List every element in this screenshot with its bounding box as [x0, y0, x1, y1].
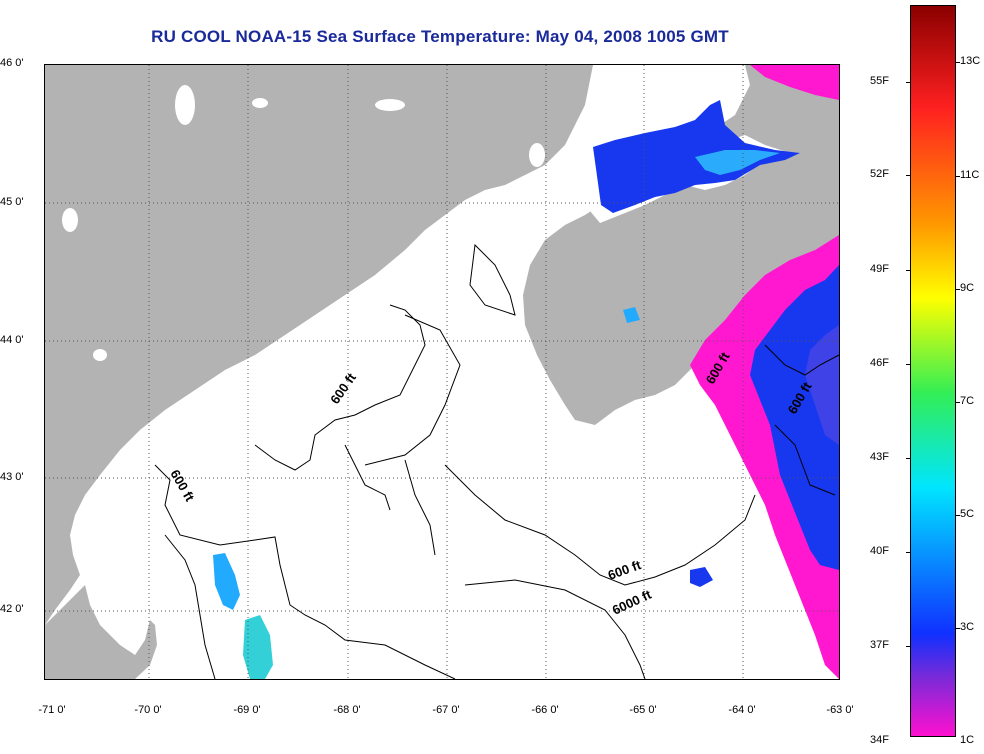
cb-tick [906, 364, 911, 365]
sst-map: 600 ft 600 ft 600 ft 6000 ft 600 ft 600 … [44, 64, 840, 680]
sst-georges-patch-2 [243, 615, 273, 679]
cb-tick [955, 628, 960, 629]
lon-tick-64: -64 0' [728, 704, 756, 716]
cb-tick [955, 62, 960, 63]
contour-label-6000ft: 6000 ft [610, 586, 654, 617]
colorbar-label-43f: 43F [870, 451, 889, 463]
lake-2 [252, 98, 268, 108]
colorbar-label-3c: 3C [960, 621, 975, 633]
lat-tick-44: 44 0' [0, 334, 24, 346]
lat-tick-46: 46 0' [0, 57, 24, 69]
contour-label-600ft-1: 600 ft [327, 370, 359, 407]
cb-tick [906, 175, 911, 176]
lon-tick-66: -66 0' [531, 704, 559, 716]
contour-label-600ft-3: 600 ft [606, 557, 644, 583]
map-title: RU COOL NOAA-15 Sea Surface Temperature:… [151, 27, 729, 46]
colorbar-label-37f: 37F [870, 639, 889, 651]
map-canvas: 600 ft 600 ft 600 ft 6000 ft 600 ft 600 … [45, 65, 839, 679]
cb-tick [955, 176, 960, 177]
sst-fundy-blue [593, 100, 800, 213]
colorbar-label-13c: 13C [960, 55, 981, 67]
lon-tick-68: -68 0' [333, 704, 361, 716]
colorbar-label-34f: 34F [870, 734, 889, 746]
colorbar-label-52f: 52F [870, 168, 889, 180]
colorbar-label-7c: 7C [960, 395, 975, 407]
land-new-england [45, 65, 593, 625]
cb-tick [906, 82, 911, 83]
lon-tick-71: -71 0' [38, 704, 66, 716]
lon-tick-67: -67 0' [432, 704, 460, 716]
cb-tick [906, 646, 911, 647]
colorbar-label-46f: 46F [870, 357, 889, 369]
colorbar-label-9c: 9C [960, 282, 975, 294]
lake-6 [529, 143, 545, 167]
sst-ne-magenta [750, 65, 839, 100]
lon-tick-69: -69 0' [233, 704, 261, 716]
temperature-colorbar [910, 5, 956, 737]
colorbar-label-55f: 55F [870, 75, 889, 87]
lake-3 [62, 208, 78, 232]
colorbar-label-5c: 5C [960, 508, 975, 520]
graticule [45, 65, 839, 679]
sst-patch-east [690, 567, 713, 587]
cb-tick [906, 270, 911, 271]
sst-georges-patch-1 [213, 553, 240, 610]
bathymetry-contours [154, 243, 839, 679]
cb-tick [906, 552, 911, 553]
lon-tick-65: -65 0' [629, 704, 657, 716]
lat-tick-43: 43 0' [0, 471, 24, 483]
lat-tick-42: 42 0' [0, 603, 24, 615]
sst-patch-east-2 [623, 307, 640, 323]
lat-tick-45: 45 0' [0, 196, 24, 208]
colorbar-label-11c: 11C [960, 169, 980, 181]
cb-tick [906, 458, 911, 459]
colorbar-label-40f: 40F [870, 545, 889, 557]
colorbar-label-1c: 1C [960, 734, 975, 746]
lake-5 [375, 99, 405, 111]
cb-tick [955, 289, 960, 290]
contour-label-600ft-2: 600 ft [167, 467, 197, 504]
colorbar-label-49f: 49F [870, 263, 889, 275]
sst-scotian-purple [805, 325, 839, 445]
sst-scotian-blue [750, 265, 839, 570]
sst-fundy-cyan [695, 150, 780, 175]
cb-tick [955, 515, 960, 516]
lon-tick-70: -70 0' [134, 704, 162, 716]
land-cape-cod [45, 585, 157, 679]
cb-tick [955, 402, 960, 403]
lake-4 [93, 349, 107, 361]
lon-tick-63: -63 0' [826, 704, 854, 716]
lake-1 [175, 85, 195, 125]
